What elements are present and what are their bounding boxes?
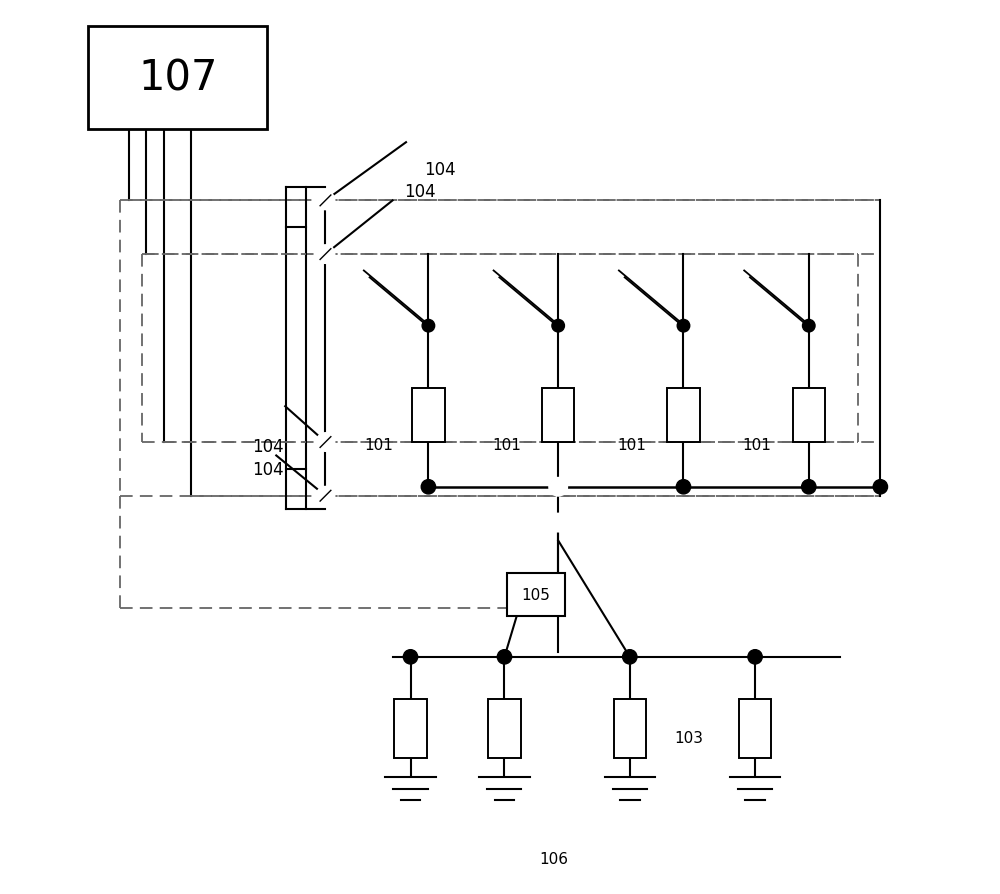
Circle shape <box>317 487 334 505</box>
Text: 104: 104 <box>404 183 436 201</box>
Circle shape <box>873 480 888 494</box>
Circle shape <box>803 320 815 333</box>
Circle shape <box>403 650 418 664</box>
Bar <box>412 389 445 443</box>
Text: 103: 103 <box>675 730 704 745</box>
Bar <box>793 389 825 443</box>
Text: 104: 104 <box>252 460 283 478</box>
Bar <box>488 699 521 758</box>
Text: 105: 105 <box>521 587 550 602</box>
Bar <box>739 699 771 758</box>
Circle shape <box>802 480 816 494</box>
Circle shape <box>497 650 512 664</box>
Circle shape <box>552 320 564 333</box>
Circle shape <box>317 434 334 451</box>
Text: 106: 106 <box>539 851 568 865</box>
Bar <box>542 389 574 443</box>
Circle shape <box>677 320 690 333</box>
Circle shape <box>676 480 691 494</box>
Bar <box>614 699 646 758</box>
Circle shape <box>551 480 565 494</box>
Bar <box>667 389 700 443</box>
Bar <box>394 699 427 758</box>
Text: 107: 107 <box>138 57 217 99</box>
Text: 101: 101 <box>742 438 771 452</box>
Circle shape <box>549 514 567 532</box>
Text: 101: 101 <box>492 438 521 452</box>
Circle shape <box>549 478 567 496</box>
Text: 101: 101 <box>365 438 394 452</box>
Text: 101: 101 <box>617 438 646 452</box>
Circle shape <box>421 480 436 494</box>
Text: 104: 104 <box>252 438 283 456</box>
Circle shape <box>317 246 334 264</box>
Circle shape <box>748 650 762 664</box>
Bar <box>507 573 565 616</box>
Circle shape <box>623 650 637 664</box>
Circle shape <box>317 192 334 210</box>
Bar <box>88 27 267 130</box>
Text: 104: 104 <box>424 161 456 179</box>
Circle shape <box>422 320 435 333</box>
